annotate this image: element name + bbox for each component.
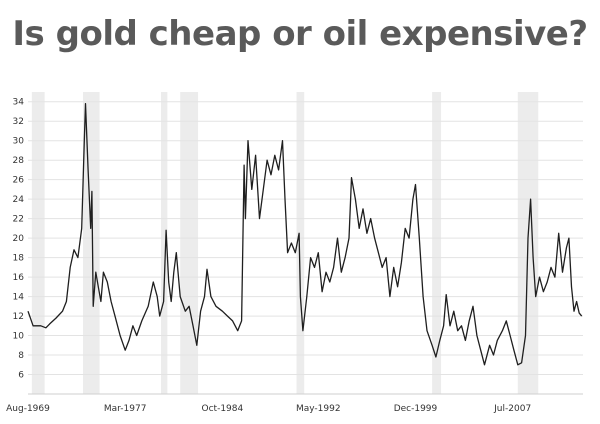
y-tick-label-32: 32 <box>13 117 24 127</box>
plot-area <box>28 92 583 394</box>
x-tick-label-5: Jul-2007 <box>493 404 531 414</box>
y-tick-label-30: 30 <box>13 137 25 147</box>
y-tick-label-12: 12 <box>13 312 24 322</box>
y-tick-label-22: 22 <box>13 215 24 225</box>
x-tick-label-1: Mar-1977 <box>104 404 147 414</box>
y-tick-label-28: 28 <box>13 156 25 166</box>
shaded-period-5 <box>432 92 442 394</box>
series-line <box>27 103 583 366</box>
y-tick-label-26: 26 <box>13 176 25 186</box>
shaded-period-1 <box>82 92 100 394</box>
shaded-period-0 <box>31 92 45 394</box>
y-tick-label-24: 24 <box>13 195 25 205</box>
x-tick-label-4: Dec-1999 <box>394 404 438 414</box>
shaded-periods <box>31 92 539 394</box>
shaded-period-3 <box>180 92 199 394</box>
shaded-period-2 <box>160 92 168 394</box>
x-tick-label-3: May-1992 <box>296 404 341 414</box>
y-tick-label-16: 16 <box>13 273 25 283</box>
y-tick-label-8: 8 <box>18 351 24 361</box>
y-tick-label-6: 6 <box>18 371 24 381</box>
x-axis-ticks: Aug-1969 Mar-1977 Oct-1984 May-1992 Dec-1999… <box>6 404 531 414</box>
slide-title: Is gold cheap or oil expensive? <box>12 14 588 54</box>
x-tick-label-0: Aug-1969 <box>6 404 50 414</box>
y-axis-ticks: 6 8 10 12 14 16 18 20 22 24 26 28 30 32 34 <box>13 98 25 381</box>
y-tick-label-20: 20 <box>13 234 25 244</box>
y-tick-label-34: 34 <box>13 98 25 108</box>
shaded-period-4 <box>296 92 305 394</box>
x-tick-label-2: Oct-1984 <box>202 404 244 414</box>
y-tick-label-14: 14 <box>13 293 25 303</box>
y-tick-label-10: 10 <box>13 332 25 342</box>
y-tick-label-18: 18 <box>13 254 25 264</box>
